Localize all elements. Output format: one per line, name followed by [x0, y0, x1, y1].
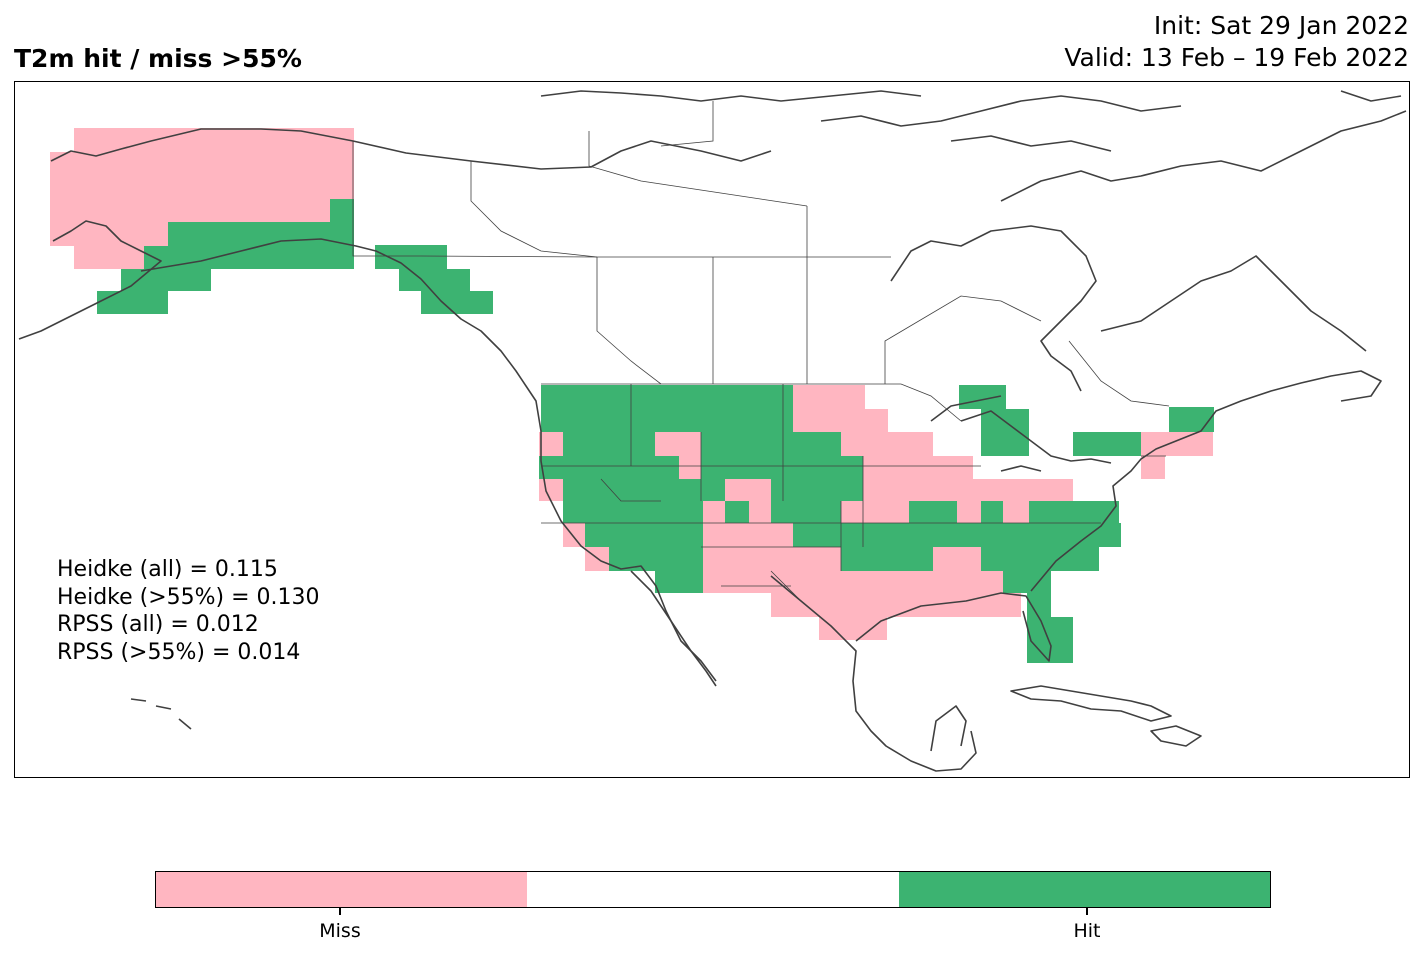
hit-cell — [701, 456, 863, 479]
hit-cell — [771, 501, 841, 523]
miss-cell — [50, 222, 168, 246]
hit-cell — [1003, 571, 1051, 593]
miss-cell — [703, 523, 793, 547]
miss-cell — [841, 432, 933, 456]
heidke-55-score: Heidke (>55%) = 0.130 — [57, 584, 320, 610]
colorbar-neutral-segment — [527, 872, 899, 907]
miss-cell — [50, 152, 354, 199]
map-canvas — [18, 90, 1407, 772]
colorbar-label-miss: Miss — [319, 920, 361, 942]
hit-cell — [97, 291, 168, 314]
hit-cell — [541, 385, 793, 432]
miss-cell — [74, 246, 144, 269]
coastlines — [18, 90, 1407, 772]
map-panel — [14, 81, 1410, 778]
rpss-55-score: RPSS (>55%) = 0.014 — [57, 639, 301, 665]
hit-cell — [981, 547, 1099, 571]
miss-cell — [957, 501, 981, 523]
miss-cell — [1003, 501, 1029, 523]
hit-cell — [1169, 407, 1214, 432]
hit-cell — [330, 199, 354, 222]
hit-cell — [1029, 501, 1119, 523]
valid-date: Valid: 13 Feb – 19 Feb 2022 — [1064, 43, 1409, 72]
hit-cell — [725, 501, 749, 523]
miss-cell — [725, 479, 771, 501]
hit-cell — [399, 269, 470, 291]
miss-cell — [793, 409, 888, 432]
hit-cell — [539, 456, 679, 479]
colorbar-tick-miss — [339, 908, 341, 915]
hit-cell — [421, 291, 493, 314]
miss-cell — [771, 593, 1021, 617]
miss-cell — [1141, 456, 1165, 479]
colorbar-miss-segment — [156, 872, 528, 907]
init-date: Init: Sat 29 Jan 2022 — [1153, 11, 1409, 40]
hit-cell — [981, 501, 1003, 523]
miss-cell — [841, 501, 909, 523]
skill-scores: Heidke (all) = 0.115 Heidke (>55%) = 0.1… — [57, 556, 320, 666]
miss-cell — [50, 199, 330, 222]
hit-cell — [144, 246, 354, 269]
miss-cell — [679, 456, 701, 479]
miss-cell — [863, 456, 973, 479]
hit-cell — [1073, 432, 1141, 456]
date-info: Init: Sat 29 Jan 2022 Valid: 13 Feb – 19… — [1064, 10, 1409, 74]
hit-cell — [771, 479, 863, 501]
hit-cell — [121, 269, 211, 291]
miss-cell — [655, 432, 701, 456]
hit-cell — [375, 245, 447, 269]
miss-cell — [703, 501, 725, 523]
miss-cell — [749, 501, 771, 523]
hit-cell — [563, 501, 703, 523]
hit-cell — [585, 523, 703, 547]
miss-cell — [1141, 432, 1213, 456]
rpss-all-score: RPSS (all) = 0.012 — [57, 612, 259, 637]
miss-cell — [539, 432, 563, 456]
heidke-all-score: Heidke (all) = 0.115 — [57, 557, 278, 582]
hit-cell — [909, 501, 957, 523]
colorbar-hit-segment — [898, 872, 1270, 907]
alaska-cells — [50, 128, 493, 314]
hit-cell — [701, 432, 841, 456]
miss-cell — [819, 617, 887, 640]
colorbar-tick-hit — [1086, 908, 1088, 915]
miss-cell — [703, 571, 1003, 593]
miss-cell — [863, 479, 1073, 501]
hit-cell — [609, 547, 703, 571]
hit-cell — [168, 222, 354, 246]
miss-cell — [793, 385, 865, 409]
conus-cells — [539, 385, 1214, 663]
map-title: T2m hit / miss >55% — [14, 44, 302, 73]
hit-cell — [563, 432, 655, 456]
hit-cell — [655, 571, 703, 593]
miss-cell — [563, 523, 585, 547]
hit-cell — [793, 523, 1121, 547]
miss-cell — [703, 547, 841, 571]
hit-cell — [981, 432, 1029, 456]
miss-cell — [74, 128, 354, 152]
hit-cell — [563, 479, 725, 501]
colorbar — [155, 871, 1271, 908]
colorbar-label-hit: Hit — [1073, 920, 1101, 942]
miss-cell — [933, 547, 981, 571]
hit-cell — [841, 547, 933, 571]
borders — [352, 101, 1170, 602]
miss-cell — [539, 479, 563, 501]
